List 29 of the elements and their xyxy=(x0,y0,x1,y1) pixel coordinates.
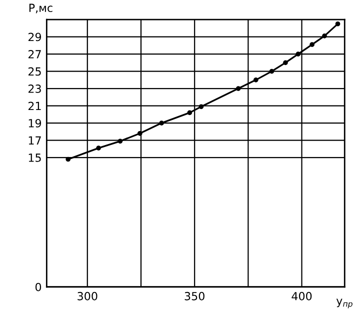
point xyxy=(296,52,301,56)
point xyxy=(236,86,241,91)
y-tick-label: 23 xyxy=(28,84,41,93)
x-tick-label: 400 xyxy=(292,292,312,300)
point xyxy=(269,68,274,74)
x-axis-title: y$_{пр}$ xyxy=(336,298,352,308)
point xyxy=(310,42,314,47)
point xyxy=(253,77,258,82)
x-tick-label: 300 xyxy=(78,292,98,300)
point xyxy=(159,120,164,126)
point xyxy=(198,104,204,110)
x-tick-label: 350 xyxy=(184,292,204,300)
y-tick-label: 15 xyxy=(28,154,41,162)
point xyxy=(66,156,71,162)
point xyxy=(118,138,123,144)
point xyxy=(187,110,192,116)
y-tick-label: 25 xyxy=(28,67,41,76)
y-tick-label: 27 xyxy=(28,50,41,58)
y-tick-label: 29 xyxy=(28,32,42,42)
y-tick-label: 21 xyxy=(28,102,41,110)
y-tick-label: 0 xyxy=(35,282,42,292)
y-tick-label: 17 xyxy=(28,136,41,145)
point xyxy=(322,34,327,38)
y-axis-title: Р,мс xyxy=(29,4,52,14)
point xyxy=(137,130,142,136)
point xyxy=(96,146,101,150)
point xyxy=(335,21,340,26)
y-tick-label: 19 xyxy=(28,119,42,128)
point xyxy=(283,60,288,66)
